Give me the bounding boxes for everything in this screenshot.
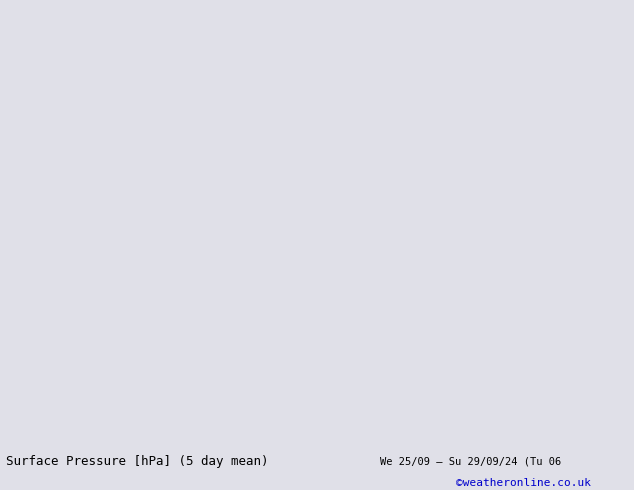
Text: We 25/09 – Su 29/09/24 (Tu 06: We 25/09 – Su 29/09/24 (Tu 06 (380, 456, 562, 466)
Text: Surface Pressure [hPa] (5 day mean): Surface Pressure [hPa] (5 day mean) (6, 455, 269, 468)
Text: ©weatheronline.co.uk: ©weatheronline.co.uk (456, 478, 592, 489)
